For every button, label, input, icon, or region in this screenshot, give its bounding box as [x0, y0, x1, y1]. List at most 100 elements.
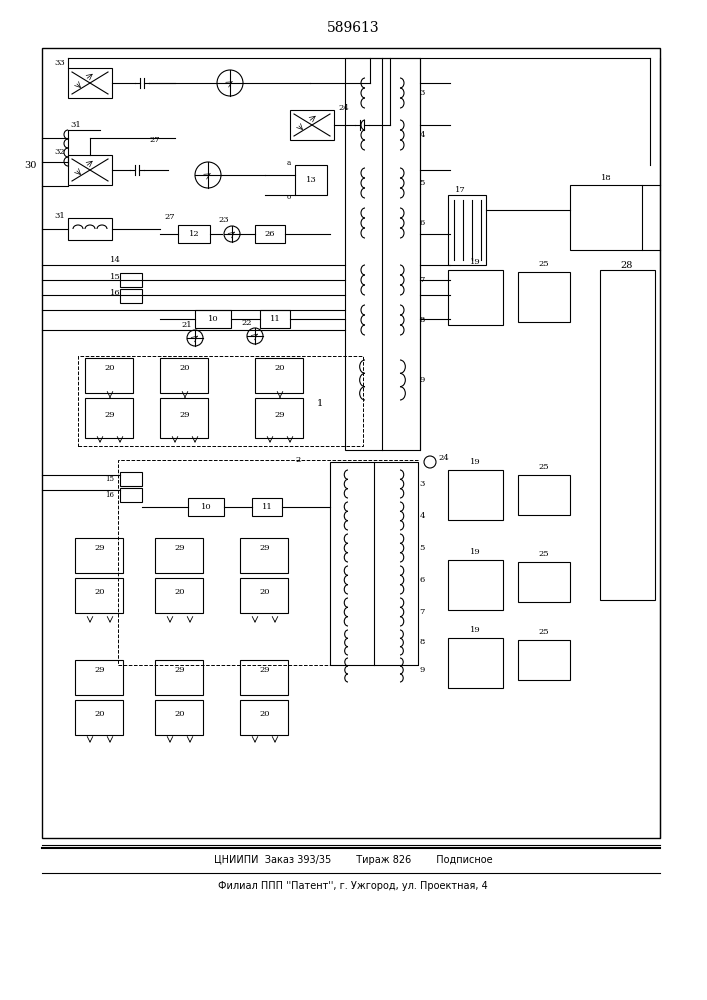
Text: ЦНИИПИ  Заказ 393/35        Тираж 826        Подписное: ЦНИИПИ Заказ 393/35 Тираж 826 Подписное — [214, 855, 492, 865]
Bar — [78, 356, 363, 446]
Bar — [118, 460, 418, 665]
Bar — [448, 560, 503, 610]
Text: 17: 17 — [455, 186, 466, 194]
Bar — [42, 48, 660, 838]
Text: 19: 19 — [469, 626, 480, 634]
Text: 7: 7 — [419, 276, 425, 284]
Bar — [448, 470, 503, 520]
Text: 2: 2 — [295, 456, 300, 464]
Text: 20: 20 — [95, 710, 105, 718]
Text: 32: 32 — [54, 148, 65, 156]
Bar — [120, 289, 142, 303]
Bar — [160, 358, 208, 393]
Text: a: a — [287, 159, 291, 167]
Bar — [600, 270, 655, 600]
Text: 29: 29 — [175, 544, 185, 552]
Bar — [448, 270, 503, 325]
Bar — [345, 58, 420, 450]
Bar — [330, 462, 418, 665]
Text: 20: 20 — [175, 588, 185, 596]
Text: 8: 8 — [419, 638, 425, 646]
Text: 20: 20 — [259, 588, 270, 596]
Bar — [295, 165, 327, 195]
Bar — [85, 398, 133, 438]
Text: 24: 24 — [338, 104, 349, 112]
Text: 25: 25 — [539, 550, 549, 558]
Text: 20: 20 — [180, 364, 190, 372]
Bar — [155, 700, 203, 735]
Text: 16: 16 — [110, 289, 121, 297]
Text: 4: 4 — [419, 512, 425, 520]
Bar — [155, 660, 203, 695]
Text: 20: 20 — [175, 710, 185, 718]
Text: 18: 18 — [601, 174, 612, 182]
Bar — [240, 700, 288, 735]
Bar — [290, 110, 334, 140]
Text: 29: 29 — [259, 666, 270, 674]
Text: 5: 5 — [419, 179, 425, 187]
Bar — [240, 578, 288, 613]
Text: 20: 20 — [275, 364, 285, 372]
Text: 19: 19 — [469, 458, 480, 466]
Text: 589613: 589613 — [327, 21, 380, 35]
Text: 19: 19 — [469, 548, 480, 556]
Bar — [68, 218, 112, 240]
Bar — [68, 68, 112, 98]
Bar — [120, 488, 142, 502]
Text: 1: 1 — [317, 398, 323, 408]
Bar — [75, 538, 123, 573]
Text: 29: 29 — [95, 544, 105, 552]
Text: 31: 31 — [54, 212, 65, 220]
Bar — [120, 273, 142, 287]
Text: 29: 29 — [95, 666, 105, 674]
Bar — [75, 660, 123, 695]
Text: 26: 26 — [264, 230, 275, 238]
Bar — [260, 310, 290, 328]
Text: 10: 10 — [201, 503, 211, 511]
Text: 28: 28 — [621, 260, 633, 269]
Text: 27: 27 — [165, 213, 175, 221]
Bar — [255, 358, 303, 393]
Bar — [240, 660, 288, 695]
Text: 8: 8 — [419, 316, 425, 324]
Text: 24: 24 — [438, 454, 449, 462]
Text: 15: 15 — [110, 273, 121, 281]
Bar — [240, 538, 288, 573]
Text: 29: 29 — [175, 666, 185, 674]
Circle shape — [187, 330, 203, 346]
Text: 11: 11 — [262, 503, 272, 511]
Text: 20: 20 — [259, 710, 270, 718]
Text: 9: 9 — [419, 376, 425, 384]
Bar — [85, 358, 133, 393]
Text: o: o — [287, 193, 291, 201]
Bar — [448, 195, 486, 265]
Text: 30: 30 — [24, 160, 36, 169]
Circle shape — [195, 162, 221, 188]
Text: 20: 20 — [95, 588, 105, 596]
Text: 6: 6 — [419, 576, 425, 584]
Text: 15: 15 — [105, 475, 115, 483]
Text: 12: 12 — [189, 230, 199, 238]
Bar — [448, 638, 503, 688]
Bar — [188, 498, 224, 516]
Text: 3: 3 — [419, 480, 425, 488]
Text: 5: 5 — [419, 544, 425, 552]
Text: 9: 9 — [419, 666, 425, 674]
Bar — [518, 562, 570, 602]
Bar — [518, 640, 570, 680]
Text: 7: 7 — [419, 608, 425, 616]
Text: 29: 29 — [180, 411, 190, 419]
Bar — [255, 398, 303, 438]
Text: 4: 4 — [419, 131, 425, 139]
Text: 6: 6 — [419, 219, 425, 227]
Text: 19: 19 — [469, 258, 480, 266]
Circle shape — [217, 70, 243, 96]
Bar — [75, 578, 123, 613]
Text: 21: 21 — [182, 321, 192, 329]
Text: 16: 16 — [105, 491, 115, 499]
Text: 25: 25 — [539, 260, 549, 268]
Text: 3: 3 — [419, 89, 425, 97]
Bar — [160, 398, 208, 438]
Bar — [252, 498, 282, 516]
Text: 10: 10 — [208, 315, 218, 323]
